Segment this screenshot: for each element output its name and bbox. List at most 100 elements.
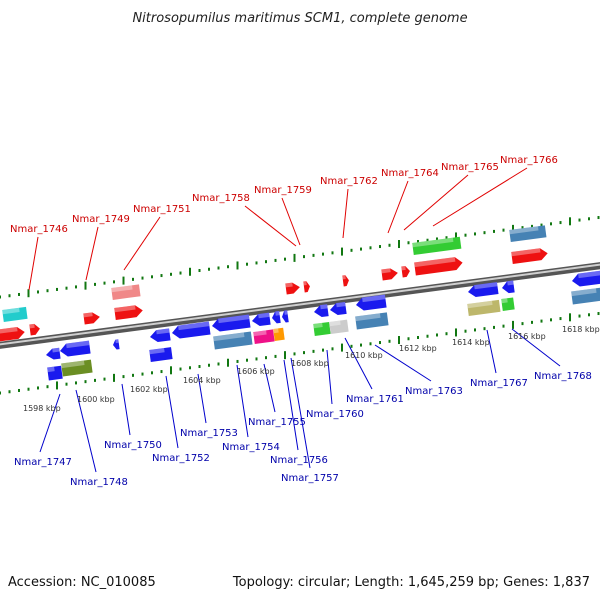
lower-scale-line bbox=[0, 312, 600, 395]
callout-line bbox=[290, 357, 311, 469]
gene-label-top[interactable]: Nmar_1764 bbox=[381, 168, 439, 179]
gene-nmar-1748[interactable] bbox=[59, 340, 91, 358]
gene-label-top[interactable]: Nmar_1758 bbox=[192, 193, 250, 204]
gene-steel-2[interactable] bbox=[213, 331, 253, 350]
gene-label-bottom[interactable]: Nmar_1748 bbox=[70, 477, 128, 488]
callout-line bbox=[432, 167, 528, 227]
gene-label-bottom[interactable]: Nmar_1763 bbox=[405, 386, 463, 397]
kbp-tick-labels: 1598 kbp 1600 kbp 1602 kbp 1604 kbp 1606 kbp… bbox=[23, 325, 600, 413]
gene-label-bottom[interactable]: Nmar_1757 bbox=[281, 473, 339, 484]
gene-label-bottom[interactable]: Nmar_1750 bbox=[104, 440, 162, 451]
gene-label-bottom[interactable]: Nmar_1768 bbox=[534, 371, 592, 382]
gene-nmar-1754[interactable] bbox=[211, 314, 251, 333]
gene-nmar-1757[interactable] bbox=[281, 310, 289, 323]
kbp-tick-label: 1610 kbp bbox=[345, 351, 383, 360]
gene-label-top[interactable]: Nmar_1762 bbox=[320, 176, 378, 187]
gene-nmar-1751[interactable] bbox=[114, 304, 143, 320]
callout-line bbox=[263, 363, 276, 413]
gene-steel-4[interactable] bbox=[571, 287, 600, 305]
gene-green-2[interactable] bbox=[313, 321, 331, 336]
gene-features bbox=[0, 225, 600, 381]
gene-magenta[interactable] bbox=[253, 329, 275, 344]
gene-label-bottom[interactable]: Nmar_1756 bbox=[270, 455, 328, 466]
callout-line bbox=[374, 344, 432, 382]
gene-label-bottom[interactable]: Nmar_1760 bbox=[306, 409, 364, 420]
gene-steel-3[interactable] bbox=[355, 312, 389, 330]
gene-steel[interactable] bbox=[509, 225, 547, 242]
callout-line bbox=[344, 337, 373, 390]
kbp-tick-label: 1606 kbp bbox=[237, 367, 275, 376]
gene-nmar-1752[interactable] bbox=[149, 328, 171, 343]
kbp-tick-label: 1614 kbp bbox=[452, 338, 490, 347]
gene-label-bottom[interactable]: Nmar_1754 bbox=[222, 442, 280, 453]
gene-nmar-1760[interactable] bbox=[313, 304, 329, 318]
gene-nmar-1765[interactable] bbox=[414, 256, 463, 276]
gene-label-bottom[interactable]: Nmar_1761 bbox=[346, 394, 404, 405]
gene-nmar-1767[interactable] bbox=[467, 282, 499, 298]
gene-khaki[interactable] bbox=[467, 299, 501, 316]
gene-nmar-1760b[interactable] bbox=[329, 301, 347, 316]
callout-line bbox=[123, 216, 161, 271]
gene-green[interactable] bbox=[412, 236, 462, 255]
upper-scale-line bbox=[0, 216, 600, 299]
callout-line bbox=[486, 329, 497, 374]
accession-text: Accession: NC_010085 bbox=[8, 575, 156, 590]
kbp-tick-label: 1616 kbp bbox=[508, 332, 546, 341]
callout-line bbox=[387, 180, 409, 234]
callout-line bbox=[403, 174, 469, 231]
gene-label-top[interactable]: Nmar_1746 bbox=[10, 224, 68, 235]
gene-label-top[interactable]: Nmar_1759 bbox=[254, 185, 312, 196]
gene-blue-box[interactable] bbox=[149, 347, 173, 362]
gene-nmar-1745[interactable] bbox=[0, 326, 26, 342]
callout-line bbox=[511, 328, 561, 367]
gene-label-top[interactable]: Nmar_1766 bbox=[500, 155, 558, 166]
gene-nmar-1758[interactable] bbox=[285, 282, 300, 295]
kbp-tick-label: 1604 kbp bbox=[183, 376, 221, 385]
gene-label-bottom[interactable]: Nmar_1752 bbox=[152, 453, 210, 464]
gene-nmar-1756[interactable] bbox=[271, 310, 281, 324]
gene-nmar-1769[interactable] bbox=[571, 270, 600, 287]
gene-label-top[interactable]: Nmar_1749 bbox=[72, 214, 130, 225]
callout-line bbox=[197, 373, 207, 424]
callout-line bbox=[165, 375, 179, 449]
gene-label-bottom[interactable]: Nmar_1767 bbox=[470, 378, 528, 389]
gene-nmar-1764b[interactable] bbox=[401, 265, 410, 278]
gene-nmar-1750[interactable] bbox=[112, 339, 120, 350]
gene-nmar-1746[interactable] bbox=[29, 323, 40, 336]
gene-label-top[interactable]: Nmar_1751 bbox=[133, 204, 191, 215]
gene-label-bottom[interactable]: Nmar_1753 bbox=[180, 428, 238, 439]
gene-olive[interactable] bbox=[61, 359, 93, 377]
gene-nmar-1764[interactable] bbox=[381, 267, 398, 281]
gene-nmar-1755[interactable] bbox=[251, 312, 271, 327]
gene-label-bottom[interactable]: Nmar_1747 bbox=[14, 457, 72, 468]
callout-line bbox=[75, 389, 97, 473]
map-title: Nitrosopumilus maritimus SCM1, complete … bbox=[132, 11, 467, 26]
gene-pink[interactable] bbox=[111, 284, 141, 300]
gene-cyan[interactable] bbox=[2, 306, 28, 322]
callout-line bbox=[85, 226, 99, 281]
gene-green-3[interactable] bbox=[501, 297, 515, 311]
gene-nmar-1762[interactable] bbox=[342, 275, 349, 287]
gene-nmar-1766[interactable] bbox=[511, 247, 548, 264]
gene-label-top[interactable]: Nmar_1765 bbox=[441, 162, 499, 173]
kbp-tick-label: 1598 kbp bbox=[23, 404, 61, 413]
gene-nmar-1747[interactable] bbox=[45, 347, 61, 361]
gene-grey[interactable] bbox=[329, 319, 349, 334]
kbp-tick-label: 1608 kbp bbox=[291, 359, 329, 368]
kbp-tick-label: 1612 kbp bbox=[399, 344, 437, 353]
gene-blue-small[interactable] bbox=[47, 365, 63, 381]
callout-line bbox=[342, 188, 349, 239]
topology-info-text: Topology: circular; Length: 1,645,259 bp… bbox=[232, 575, 590, 590]
gene-nmar-1753[interactable] bbox=[171, 321, 211, 340]
genome-backbone bbox=[0, 262, 600, 349]
gene-nmar-1749[interactable] bbox=[83, 311, 100, 325]
gene-label-bottom[interactable]: Nmar_1755 bbox=[248, 417, 306, 428]
gene-nmar-1759[interactable] bbox=[303, 281, 310, 293]
kbp-tick-label: 1600 kbp bbox=[77, 395, 115, 404]
gene-nmar-1761[interactable] bbox=[355, 294, 387, 312]
kbp-tick-label: 1602 kbp bbox=[130, 385, 168, 394]
gene-nmar-1768[interactable] bbox=[501, 280, 515, 294]
gene-orange[interactable] bbox=[273, 327, 285, 341]
